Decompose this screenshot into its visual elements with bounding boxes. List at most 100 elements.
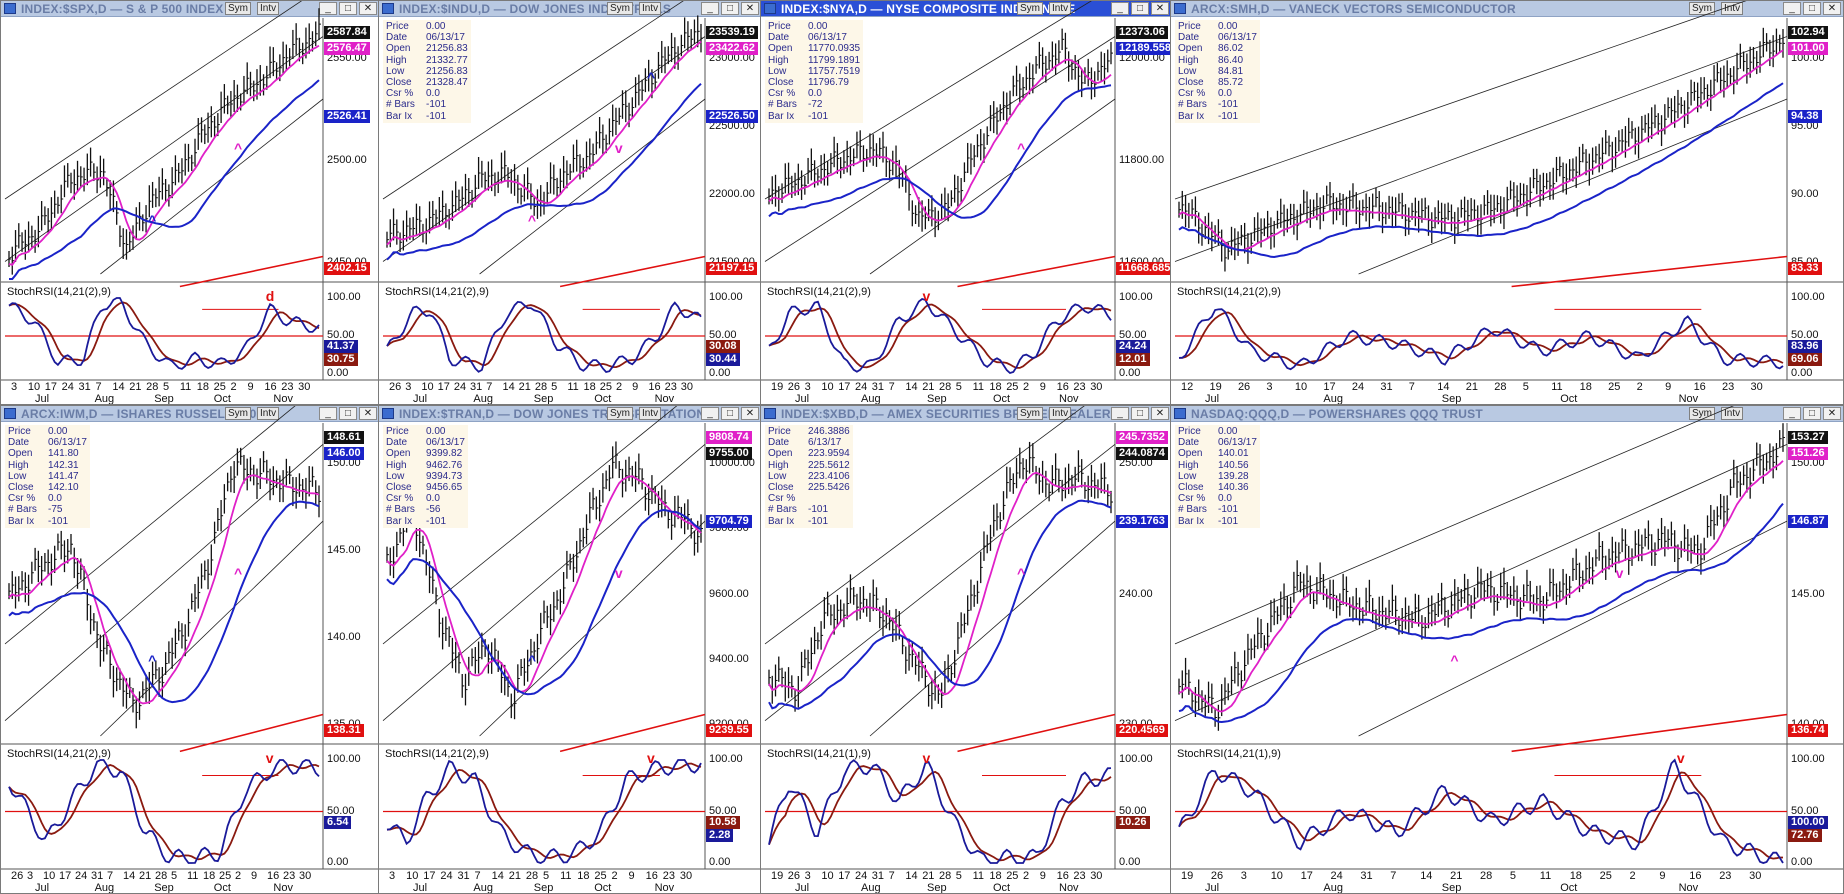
close-button[interactable]: ✕ [1151, 2, 1169, 15]
close-button[interactable]: ✕ [1823, 407, 1841, 420]
window-titlebar[interactable]: ARCX:IWM,D — ISHARES RUSSELL 2000 Sym Intv… [1, 406, 379, 422]
close-button[interactable]: ✕ [1151, 407, 1169, 420]
minimize-button[interactable]: _ [1111, 2, 1129, 15]
info-value: 21256.83 [426, 43, 468, 55]
close-button[interactable]: ✕ [741, 2, 759, 15]
price-axis-label: 90.00 [1791, 188, 1819, 200]
price-axis-label: 10000.00 [709, 457, 755, 469]
window-titlebar[interactable]: INDEX:$SPX,D — S & P 500 INDEX Sym Intv _ □ ✕ [1, 1, 379, 17]
intv-button[interactable]: Intv [639, 407, 662, 420]
minimize-button[interactable]: _ [1111, 407, 1129, 420]
chart-panel-4[interactable]: ARCX:IWM,D — ISHARES RUSSELL 2000 Sym Intv… [0, 405, 380, 894]
chart-panel-3[interactable]: ARCX:SMH,D — VANECK VECTORS SEMICONDUCTO… [1170, 0, 1844, 405]
month-label: Nov [1059, 393, 1079, 405]
date-tick-label: 16 [1056, 381, 1069, 393]
date-tick-label: 2 [1636, 381, 1643, 393]
maximize-button[interactable]: □ [1803, 2, 1821, 15]
close-button[interactable]: ✕ [359, 407, 377, 420]
date-tick-label: 18 [196, 381, 210, 393]
intv-button[interactable]: Intv [257, 2, 280, 15]
month-label: Sep [154, 393, 174, 405]
window-titlebar[interactable]: INDEX:$TRAN,D — DOW JONES TRANSPORTATION… [379, 406, 761, 422]
info-key: Bar Ix [1178, 110, 1205, 122]
date-tick-label: 25 [1006, 870, 1019, 882]
chart-panel-2[interactable]: INDEX:$NYA,D — NYSE COMPOSITE INDEX NYSE… [760, 0, 1172, 405]
info-value: 21332.77 [426, 54, 468, 66]
month-label: Oct [594, 393, 612, 405]
date-tick-label: 23 [1719, 870, 1732, 882]
chart-panel-1[interactable]: INDEX:$INDU,D — DOW JONES INDUSTRIALS Sym… [378, 0, 762, 405]
maximize-button[interactable]: □ [1803, 407, 1821, 420]
info-value: 9462.76 [426, 459, 463, 471]
minimize-button[interactable]: _ [1783, 2, 1801, 15]
stoch-badge: 24.24 [1116, 340, 1150, 353]
trendline [479, 98, 706, 275]
minimize-button[interactable]: _ [1783, 407, 1801, 420]
date-tick-label: 21 [139, 870, 152, 882]
sym-button[interactable]: Sym [225, 407, 251, 420]
info-value: 0.0 [1218, 88, 1232, 100]
maximize-button[interactable]: □ [721, 2, 739, 15]
intv-button[interactable]: Intv [1049, 2, 1072, 15]
close-button[interactable]: ✕ [1823, 2, 1841, 15]
window-titlebar[interactable]: ARCX:SMH,D — VANECK VECTORS SEMICONDUCTO… [1171, 1, 1843, 17]
info-value: 06/13/17 [1218, 437, 1257, 449]
date-tick-label: 5 [1522, 381, 1529, 393]
price-axis-label: 150.00 [327, 457, 361, 469]
maximize-button[interactable]: □ [1131, 2, 1149, 15]
sym-button[interactable]: Sym [607, 2, 633, 15]
slow-moving-average [559, 713, 706, 753]
sym-button[interactable]: Sym [1689, 2, 1715, 15]
month-label: Aug [1323, 882, 1343, 894]
intv-button[interactable]: Intv [1721, 407, 1744, 420]
intv-button[interactable]: Intv [639, 2, 662, 15]
sym-button[interactable]: Sym [607, 407, 633, 420]
maximize-button[interactable]: □ [339, 2, 357, 15]
info-key: Date [768, 437, 790, 449]
sym-button[interactable]: Sym [1017, 2, 1043, 15]
price-axis-label: 145.00 [1791, 587, 1825, 600]
date-tick-label: 9 [1659, 870, 1666, 882]
maximize-button[interactable]: □ [1131, 407, 1149, 420]
intv-button[interactable]: Intv [257, 407, 280, 420]
sym-button[interactable]: Sym [1017, 407, 1043, 420]
window-titlebar[interactable]: INDEX:$INDU,D — DOW JONES INDUSTRIALS Sym… [379, 1, 761, 17]
date-tick-label: 2 [230, 381, 237, 393]
maximize-button[interactable]: □ [339, 407, 357, 420]
date-tick-label: 24 [1330, 870, 1343, 882]
close-button[interactable]: ✕ [741, 407, 759, 420]
info-row: # Bars -56 [386, 504, 465, 515]
maximize-button[interactable]: □ [721, 407, 739, 420]
minimize-button[interactable]: _ [701, 2, 719, 15]
info-row: Csr % 0.0 [1178, 493, 1257, 504]
stoch-rsi-line [386, 300, 702, 374]
window-titlebar[interactable]: INDEX:$XBD,D — AMEX SECURITIES BROKER/DE… [761, 406, 1171, 422]
info-key: # Bars [1178, 504, 1207, 516]
sym-button[interactable]: Sym [225, 2, 251, 15]
close-button[interactable]: ✕ [359, 2, 377, 15]
intv-button[interactable]: Intv [1049, 407, 1072, 420]
date-tick-label: 18 [1579, 381, 1592, 393]
stoch-axis-label: 100.00 [1791, 753, 1825, 765]
intv-button[interactable]: Intv [1721, 2, 1744, 15]
minimize-button[interactable]: _ [701, 407, 719, 420]
chart-panel-7[interactable]: NASDAQ:QQQ,D — POWERSHARES QQQ TRUST Sym I… [1170, 405, 1844, 894]
annotation-marker: v [265, 750, 274, 766]
info-key: Low [768, 65, 787, 77]
window-titlebar[interactable]: INDEX:$NYA,D — NYSE COMPOSITE INDEX NYSE… [761, 1, 1171, 17]
info-value: 141.80 [48, 448, 79, 460]
price-axis-label: 12000.00 [1119, 52, 1165, 64]
info-row: Close 11796.79 [768, 77, 860, 88]
chart-panel-0[interactable]: INDEX:$SPX,D — S & P 500 INDEX Sym Intv _ □ ✕… [0, 0, 380, 405]
info-row: Bar Ix -101 [1178, 516, 1257, 527]
month-label: Oct [993, 882, 1011, 894]
date-tick-label: 31 [871, 381, 885, 393]
minimize-button[interactable]: _ [319, 407, 337, 420]
price-axis-label: 140.00 [327, 631, 361, 643]
window-titlebar[interactable]: NASDAQ:QQQ,D — POWERSHARES QQQ TRUST Sym I… [1171, 406, 1843, 422]
chart-panel-6[interactable]: INDEX:$XBD,D — AMEX SECURITIES BROKER/DE… [760, 405, 1172, 894]
chart-panel-5[interactable]: INDEX:$TRAN,D — DOW JONES TRANSPORTATION… [378, 405, 762, 894]
price-badge: 2576.47 [324, 42, 370, 55]
info-row: Price 0.00 [386, 426, 465, 437]
date-tick-label: 3 [804, 870, 811, 882]
